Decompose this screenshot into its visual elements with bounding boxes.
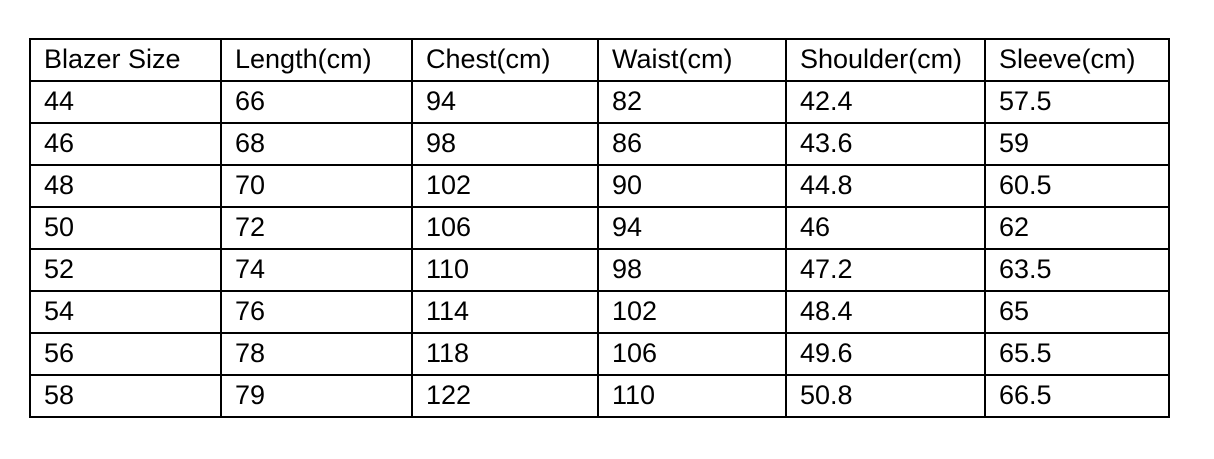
table-cell: 59 bbox=[984, 122, 1170, 166]
table-cell: 49.6 bbox=[785, 332, 986, 376]
table-cell: 94 bbox=[411, 80, 599, 124]
table-cell: 76 bbox=[220, 290, 413, 334]
table-cell: 44.8 bbox=[785, 164, 986, 208]
table-cell: 70 bbox=[220, 164, 413, 208]
table-cell: 114 bbox=[411, 290, 599, 334]
header-chest: Chest(cm) bbox=[411, 38, 599, 82]
table-cell: 98 bbox=[411, 122, 599, 166]
table-cell: 110 bbox=[411, 248, 599, 292]
table-cell: 79 bbox=[220, 374, 413, 418]
table-header-row: Blazer Size Length(cm) Chest(cm) Waist(c… bbox=[29, 38, 1170, 82]
table-cell: 50.8 bbox=[785, 374, 986, 418]
table-cell: 54 bbox=[29, 290, 222, 334]
table-cell: 47.2 bbox=[785, 248, 986, 292]
blazer-size-chart-table: Blazer Size Length(cm) Chest(cm) Waist(c… bbox=[29, 38, 1170, 418]
table-cell: 56 bbox=[29, 332, 222, 376]
table-row: 48 70 102 90 44.8 60.5 bbox=[29, 164, 1170, 208]
table-cell: 72 bbox=[220, 206, 413, 250]
table-cell: 122 bbox=[411, 374, 599, 418]
table-row: 56 78 118 106 49.6 65.5 bbox=[29, 332, 1170, 376]
table-cell: 48 bbox=[29, 164, 222, 208]
table-cell: 57.5 bbox=[984, 80, 1170, 124]
table-cell: 46 bbox=[29, 122, 222, 166]
table-cell: 63.5 bbox=[984, 248, 1170, 292]
table-cell: 82 bbox=[597, 80, 787, 124]
table-cell: 90 bbox=[597, 164, 787, 208]
table-cell: 106 bbox=[411, 206, 599, 250]
table-cell: 44 bbox=[29, 80, 222, 124]
table-cell: 60.5 bbox=[984, 164, 1170, 208]
table-cell: 52 bbox=[29, 248, 222, 292]
table-cell: 66.5 bbox=[984, 374, 1170, 418]
table-cell: 74 bbox=[220, 248, 413, 292]
table-cell: 106 bbox=[597, 332, 787, 376]
table-cell: 58 bbox=[29, 374, 222, 418]
table-cell: 48.4 bbox=[785, 290, 986, 334]
table-cell: 86 bbox=[597, 122, 787, 166]
header-length: Length(cm) bbox=[220, 38, 413, 82]
table-cell: 42.4 bbox=[785, 80, 986, 124]
table-cell: 43.6 bbox=[785, 122, 986, 166]
table-cell: 110 bbox=[597, 374, 787, 418]
table-row: 44 66 94 82 42.4 57.5 bbox=[29, 80, 1170, 124]
table-row: 46 68 98 86 43.6 59 bbox=[29, 122, 1170, 166]
table-cell: 66 bbox=[220, 80, 413, 124]
table-cell: 65.5 bbox=[984, 332, 1170, 376]
table-row: 50 72 106 94 46 62 bbox=[29, 206, 1170, 250]
header-blazer-size: Blazer Size bbox=[29, 38, 222, 82]
table-cell: 62 bbox=[984, 206, 1170, 250]
table-cell: 50 bbox=[29, 206, 222, 250]
table-cell: 102 bbox=[411, 164, 599, 208]
table-cell: 118 bbox=[411, 332, 599, 376]
table-cell: 78 bbox=[220, 332, 413, 376]
table-cell: 94 bbox=[597, 206, 787, 250]
header-sleeve: Sleeve(cm) bbox=[984, 38, 1170, 82]
table-row: 58 79 122 110 50.8 66.5 bbox=[29, 374, 1170, 418]
table-row: 52 74 110 98 47.2 63.5 bbox=[29, 248, 1170, 292]
header-shoulder: Shoulder(cm) bbox=[785, 38, 986, 82]
table-cell: 102 bbox=[597, 290, 787, 334]
table-cell: 65 bbox=[984, 290, 1170, 334]
table-cell: 68 bbox=[220, 122, 413, 166]
table-cell: 98 bbox=[597, 248, 787, 292]
table-row: 54 76 114 102 48.4 65 bbox=[29, 290, 1170, 334]
table-cell: 46 bbox=[785, 206, 986, 250]
header-waist: Waist(cm) bbox=[597, 38, 787, 82]
